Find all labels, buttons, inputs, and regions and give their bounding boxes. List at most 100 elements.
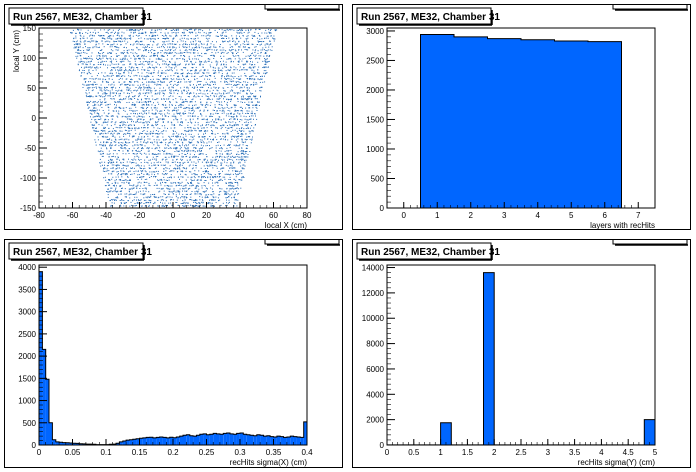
scatter-point [194, 52, 196, 54]
scatter-point [229, 174, 231, 176]
scatter-point [236, 205, 238, 207]
scatter-point [255, 49, 257, 51]
scatter-point [85, 92, 87, 94]
pad-hit-positions: Run 2567, ME32, Chamber 31 -80 -60 -40 -20 0 2… [4, 4, 343, 230]
scatter-point [247, 49, 249, 51]
scatter-point [180, 118, 182, 120]
scatter-point [198, 136, 200, 138]
scatter-point [98, 151, 100, 153]
scatter-point [155, 89, 157, 91]
scatter-point [127, 164, 129, 166]
scatter-point [187, 115, 189, 117]
scatter-point [97, 92, 99, 94]
scatter-point [165, 153, 167, 155]
scatter-point [170, 182, 172, 184]
scatter-point [107, 119, 109, 121]
scatter-point [145, 196, 147, 198]
scatter-point [215, 153, 217, 155]
scatter-point [216, 64, 218, 66]
scatter-point [235, 156, 236, 158]
scatter-point [265, 37, 267, 39]
scatter-point [156, 83, 158, 85]
scatter-point [190, 136, 192, 138]
scatter-point [228, 170, 230, 172]
scatter-point [188, 46, 190, 48]
scatter-point [158, 79, 160, 81]
scatter-point [123, 158, 125, 160]
scatter-point [125, 133, 127, 135]
scatter-point [116, 197, 118, 199]
scatter-point [117, 197, 119, 199]
scatter-point [115, 130, 117, 132]
scatter-point [202, 145, 204, 147]
scatter-point [91, 87, 93, 89]
scatter-point [146, 89, 147, 91]
scatter-point [118, 37, 120, 39]
scatter-point [154, 153, 155, 155]
scatter-point [104, 118, 106, 120]
scatter-point [191, 67, 193, 68]
scatter-point [112, 75, 114, 76]
scatter-point [260, 90, 262, 92]
scatter-point [133, 69, 134, 71]
scatter-point [162, 181, 163, 183]
scatter-point [205, 205, 207, 207]
scatter-point [255, 124, 256, 125]
scatter-point [211, 199, 213, 201]
scatter-point [102, 170, 104, 172]
scatter-point [140, 199, 142, 201]
scatter-point [162, 196, 164, 198]
scatter-point [191, 161, 193, 163]
scatter-point [203, 69, 205, 71]
scatter-point [195, 72, 197, 74]
scatter-point [218, 200, 219, 202]
scatter-point [89, 61, 91, 63]
scatter-point [142, 190, 144, 192]
scatter-point [152, 158, 154, 160]
scatter-point [238, 110, 240, 112]
scatter-point [163, 170, 165, 172]
scatter-point [102, 110, 104, 111]
scatter-point [153, 54, 155, 56]
scatter-point [130, 57, 132, 59]
scatter-point [250, 61, 251, 63]
scatter-point [219, 147, 221, 149]
scatter-point [150, 119, 152, 120]
scatter-point [221, 38, 223, 39]
scatter-point [199, 204, 201, 206]
scatter-point [145, 47, 147, 48]
scatter-point [197, 179, 199, 181]
scatter-point [140, 112, 142, 114]
scatter-point [92, 70, 94, 71]
scatter-point [158, 112, 160, 114]
scatter-point [109, 64, 111, 66]
scatter-point [196, 141, 198, 143]
scatter-point [259, 38, 261, 40]
scatter-point [110, 132, 112, 134]
scatter-point [158, 145, 160, 147]
scatter-point [111, 98, 113, 100]
scatter-point [121, 75, 123, 77]
scatter-point [184, 81, 186, 83]
scatter-point [239, 162, 241, 164]
scatter-point [103, 126, 105, 128]
scatter-point [129, 127, 131, 129]
scatter-point [169, 92, 171, 94]
scatter-point [255, 104, 257, 105]
scatter-point [153, 49, 155, 51]
scatter-point [136, 202, 138, 204]
scatter-point [258, 66, 260, 68]
scatter-point [255, 82, 257, 83]
scatter-point [136, 67, 138, 68]
scatter-point [124, 193, 126, 195]
scatter-point [127, 176, 128, 178]
scatter-point [142, 193, 144, 195]
scatter-point [80, 60, 82, 62]
scatter-point [148, 76, 150, 77]
scatter-point [197, 176, 199, 178]
scatter-point [193, 147, 195, 149]
scatter-point [259, 58, 261, 60]
scatter-point [222, 40, 223, 42]
scatter-point [170, 90, 172, 92]
scatter-point [192, 52, 194, 54]
